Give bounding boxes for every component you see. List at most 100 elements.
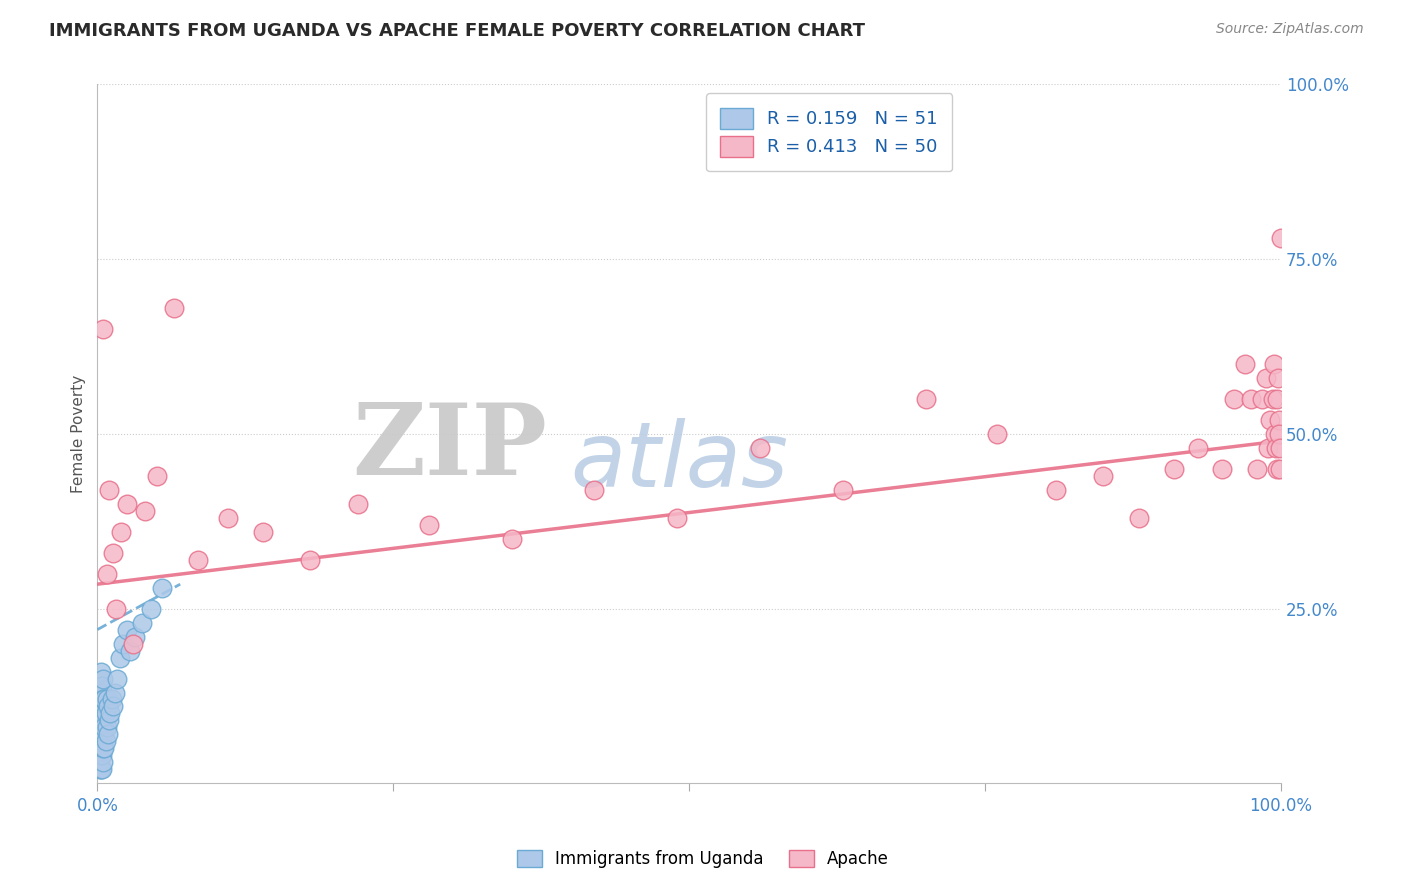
Point [134, 504, 156, 518]
Point [1128, 510, 1150, 524]
Point [89, 679, 111, 693]
Point [91, 756, 114, 770]
Point [986, 426, 1008, 441]
Point [89, 763, 111, 777]
Point [120, 643, 142, 657]
Point [90, 748, 112, 763]
Point [1270, 231, 1292, 245]
Point [87, 721, 110, 735]
Point [115, 623, 138, 637]
Point [96, 566, 118, 581]
Point [124, 630, 146, 644]
Point [187, 552, 209, 566]
Point [1267, 413, 1289, 427]
Point [501, 532, 523, 546]
Point [1268, 426, 1291, 441]
Y-axis label: Female Poverty: Female Poverty [72, 375, 86, 493]
Point [97, 727, 120, 741]
Point [1211, 462, 1233, 476]
Point [112, 637, 135, 651]
Point [93, 721, 115, 735]
Point [101, 699, 124, 714]
Text: Source: ZipAtlas.com: Source: ZipAtlas.com [1216, 22, 1364, 37]
Point [1267, 392, 1289, 406]
Point [89, 721, 111, 735]
Point [90, 721, 112, 735]
Point [98, 483, 121, 497]
Point [91, 714, 114, 728]
Point [89, 748, 111, 763]
Point [1251, 392, 1274, 406]
Point [94, 706, 117, 721]
Point [666, 510, 689, 524]
Point [91, 699, 114, 714]
Point [107, 672, 129, 686]
Point [1246, 462, 1268, 476]
Point [1045, 483, 1067, 497]
Point [139, 601, 162, 615]
Point [1258, 413, 1281, 427]
Point [1240, 392, 1263, 406]
Point [163, 301, 186, 315]
Point [915, 392, 938, 406]
Point [1187, 441, 1209, 455]
Legend: R = 0.159   N = 51, R = 0.413   N = 50: R = 0.159 N = 51, R = 0.413 N = 50 [706, 94, 952, 171]
Point [97, 699, 120, 714]
Point [89, 699, 111, 714]
Point [832, 483, 855, 497]
Point [583, 483, 606, 497]
Point [91, 763, 114, 777]
Point [91, 748, 114, 763]
Point [152, 581, 174, 595]
Point [90, 734, 112, 748]
Legend: Immigrants from Uganda, Apache: Immigrants from Uganda, Apache [510, 843, 896, 875]
Point [217, 510, 239, 524]
Point [91, 741, 114, 756]
Point [1268, 441, 1291, 455]
Point [1092, 468, 1115, 483]
Point [98, 706, 121, 721]
Point [90, 685, 112, 699]
Point [131, 615, 153, 630]
Point [105, 601, 128, 615]
Point [89, 734, 111, 748]
Point [93, 692, 115, 706]
Point [1265, 462, 1288, 476]
Point [90, 763, 112, 777]
Point [91, 692, 114, 706]
Point [91, 727, 114, 741]
Point [110, 524, 132, 539]
Point [104, 685, 127, 699]
Point [115, 497, 138, 511]
Point [121, 637, 143, 651]
Point [91, 721, 114, 735]
Point [1257, 441, 1279, 455]
Point [90, 665, 112, 679]
Point [101, 546, 124, 560]
Point [91, 679, 114, 693]
Point [91, 322, 114, 336]
Text: ZIP: ZIP [353, 400, 547, 496]
Point [299, 552, 322, 566]
Point [1234, 357, 1257, 371]
Point [1222, 392, 1244, 406]
Point [108, 650, 131, 665]
Point [98, 714, 121, 728]
Point [418, 517, 440, 532]
Point [1267, 371, 1289, 385]
Point [96, 692, 118, 706]
Point [1254, 371, 1277, 385]
Point [87, 741, 110, 756]
Point [749, 441, 772, 455]
Point [94, 734, 117, 748]
Point [90, 706, 112, 721]
Point [91, 672, 114, 686]
Point [1268, 462, 1291, 476]
Text: IMMIGRANTS FROM UGANDA VS APACHE FEMALE POVERTY CORRELATION CHART: IMMIGRANTS FROM UGANDA VS APACHE FEMALE … [49, 22, 865, 40]
Point [93, 741, 115, 756]
Point [91, 734, 114, 748]
Point [96, 721, 118, 735]
Point [1163, 462, 1185, 476]
Text: atlas: atlas [571, 417, 789, 506]
Point [87, 756, 110, 770]
